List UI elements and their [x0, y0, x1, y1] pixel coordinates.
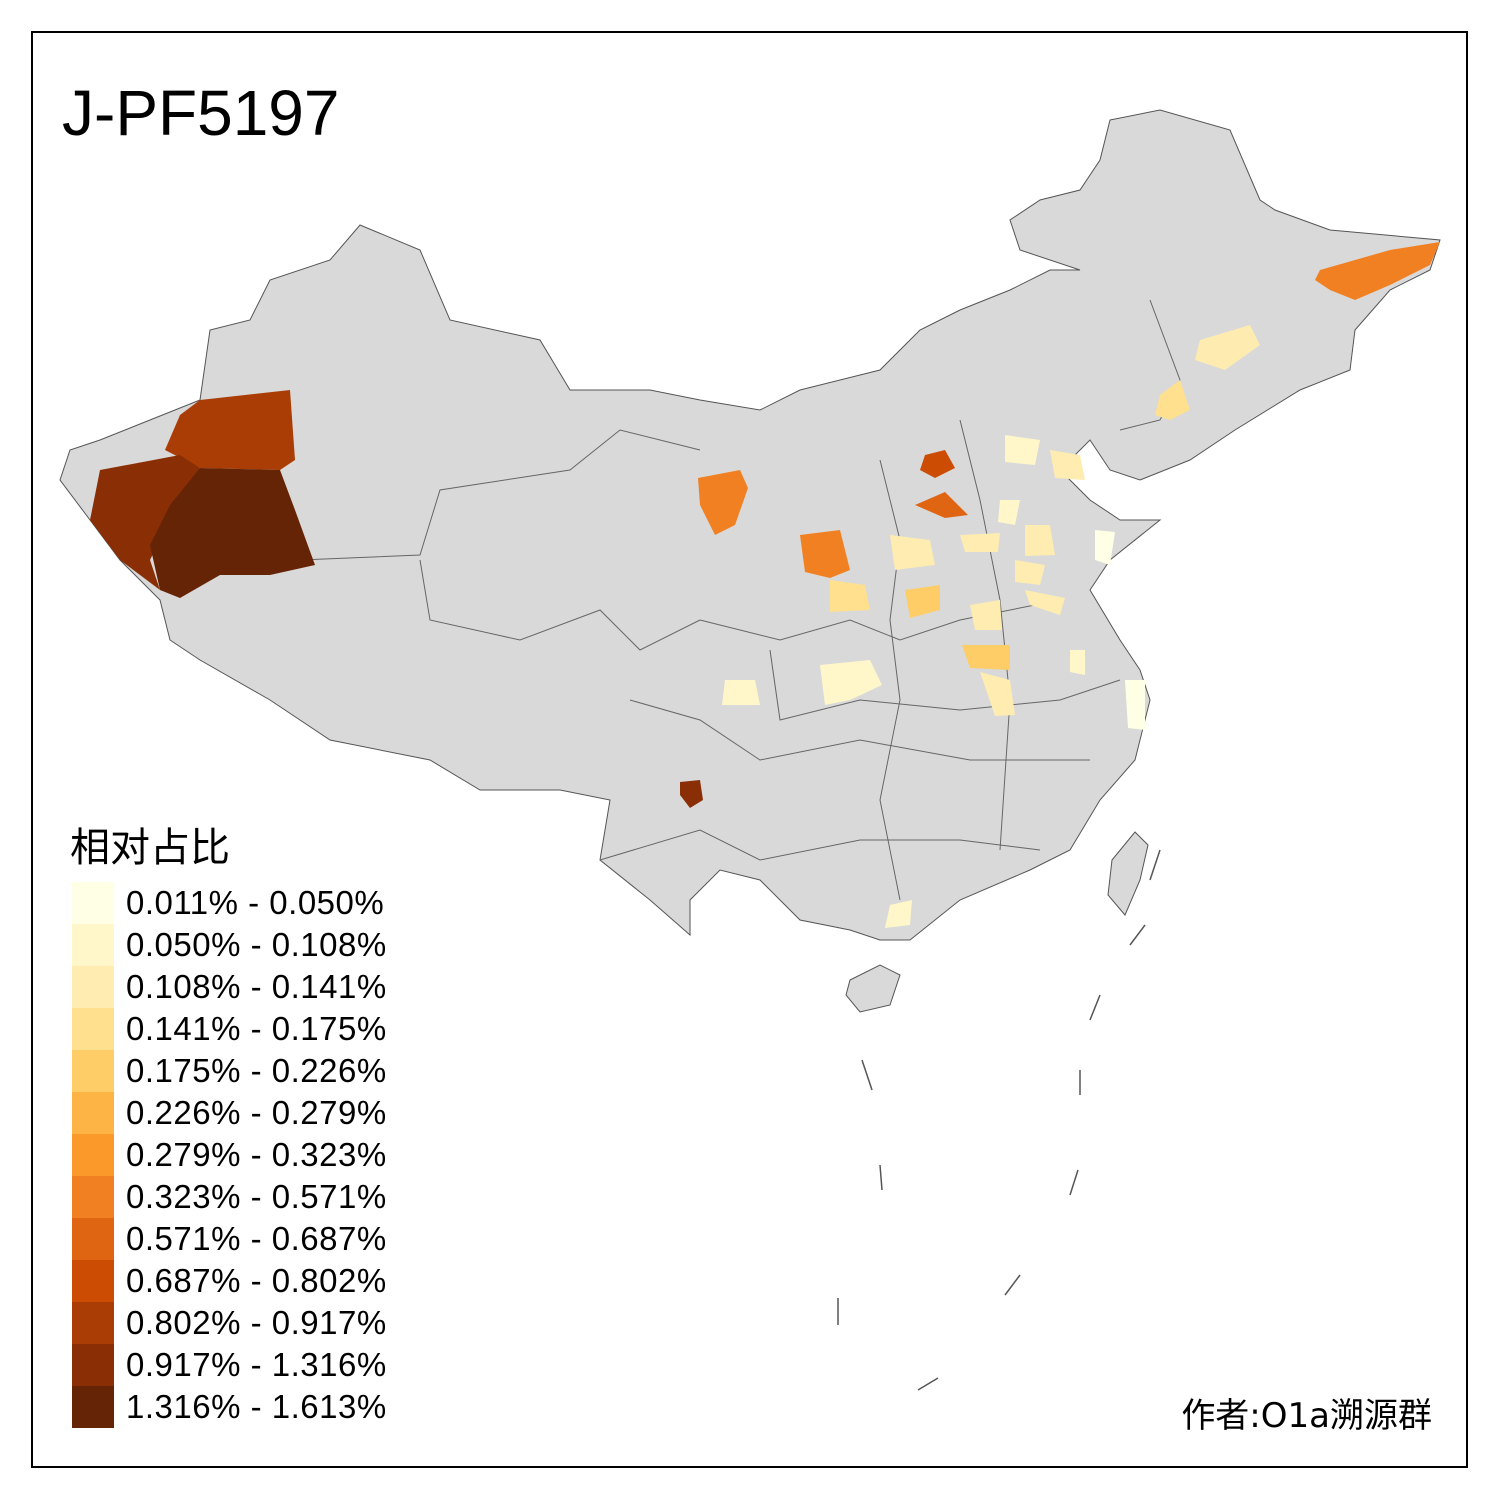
legend-label: 1.316% - 1.613% — [126, 1388, 387, 1425]
region-xinjiang-south — [150, 468, 315, 598]
region-shandong — [1025, 525, 1055, 556]
legend-item: 0.687% - 0.802% — [72, 1260, 387, 1302]
legend-item: 0.917% - 1.316% — [72, 1344, 387, 1386]
legend-swatch — [72, 1134, 114, 1176]
legend-swatch — [72, 1344, 114, 1386]
region-xinjiang-west — [90, 455, 200, 590]
region-shandong-e — [1095, 530, 1115, 565]
legend-label: 0.571% - 0.687% — [126, 1220, 387, 1257]
region-hebei — [960, 533, 1000, 552]
legend-label: 0.917% - 1.316% — [126, 1346, 387, 1383]
taiwan-region — [1107, 831, 1149, 916]
region-beijing — [1005, 435, 1040, 465]
region-shanxi-n — [915, 492, 968, 518]
legend-item: 0.226% - 0.279% — [72, 1092, 387, 1134]
region-jilin — [1195, 325, 1260, 370]
region-henan-c — [970, 600, 1002, 630]
legend-item: 0.571% - 0.687% — [72, 1218, 387, 1260]
legend-label: 0.802% - 0.917% — [126, 1304, 387, 1341]
region-shanxi-s — [890, 535, 935, 570]
hainan-region — [845, 964, 901, 1013]
region-ningxia — [698, 470, 748, 535]
region-innermongolia-s — [920, 450, 955, 478]
legend-item: 0.141% - 0.175% — [72, 1008, 387, 1050]
region-tianjin — [1050, 450, 1085, 480]
region-anhui — [1070, 650, 1085, 675]
internal-borders — [299, 299, 1181, 901]
region-jiangsu-n — [1025, 590, 1065, 615]
region-shaanxi-n — [800, 530, 850, 578]
region-heilongjiang-east — [1315, 242, 1440, 300]
legend-item: 0.108% - 0.141% — [72, 966, 387, 1008]
legend-label: 0.175% - 0.226% — [126, 1052, 387, 1089]
legend-label: 0.141% - 0.175% — [126, 1010, 387, 1047]
legend-swatch — [72, 1008, 114, 1050]
region-hubei — [962, 645, 1010, 670]
legend-item: 0.279% - 0.323% — [72, 1134, 387, 1176]
map-frame — [31, 31, 1468, 1468]
legend-item: 0.011% - 0.050% — [72, 882, 387, 924]
region-henan-w — [905, 585, 940, 618]
region-xinjiang-north — [165, 390, 295, 470]
legend-swatch — [72, 1260, 114, 1302]
legend-item: 0.323% - 0.571% — [72, 1176, 387, 1218]
author-credit: 作者:O1a溯源群 — [1181, 1396, 1432, 1436]
legend-swatch — [72, 1218, 114, 1260]
legend-title: 相对占比 — [70, 825, 230, 871]
china-base-region — [59, 109, 1441, 941]
map-title: J-PF5197 — [62, 77, 340, 149]
region-liaoning — [1155, 380, 1190, 420]
legend-label: 0.279% - 0.323% — [126, 1136, 387, 1173]
legend-swatch — [72, 1302, 114, 1344]
region-yunnan — [680, 780, 703, 808]
legend-label: 0.323% - 0.571% — [126, 1178, 387, 1215]
legend-item: 0.802% - 0.917% — [72, 1302, 387, 1344]
legend-swatch — [72, 1386, 114, 1428]
region-hebei-c — [998, 500, 1020, 525]
region-zhejiang — [1125, 680, 1145, 730]
legend-swatch — [72, 966, 114, 1008]
legend-swatch — [72, 1176, 114, 1218]
region-shandong-s — [1015, 560, 1045, 585]
highlighted-regions — [90, 242, 1440, 928]
south-china-sea-islands — [837, 849, 1161, 1391]
region-hubei-s — [980, 672, 1015, 716]
region-qinghai-s — [722, 680, 760, 705]
region-shaanxi-c — [830, 580, 870, 612]
legend-item: 1.316% - 1.613% — [72, 1386, 387, 1428]
legend-swatch — [72, 1050, 114, 1092]
region-sichuan — [820, 660, 882, 705]
legend-swatch — [72, 924, 114, 966]
region-guangdong — [885, 900, 912, 928]
legend-label: 0.011% - 0.050% — [126, 884, 385, 921]
legend-label: 0.050% - 0.108% — [126, 926, 387, 963]
legend-item: 0.175% - 0.226% — [72, 1050, 387, 1092]
legend: 0.011% - 0.050% 0.050% - 0.108% 0.108% - 0… — [72, 882, 387, 1428]
legend-item: 0.050% - 0.108% — [72, 924, 387, 966]
legend-label: 0.108% - 0.141% — [126, 968, 387, 1005]
legend-swatch — [72, 1092, 114, 1134]
legend-label: 0.226% - 0.279% — [126, 1094, 387, 1131]
legend-swatch — [72, 882, 114, 924]
legend-label: 0.687% - 0.802% — [126, 1262, 387, 1299]
